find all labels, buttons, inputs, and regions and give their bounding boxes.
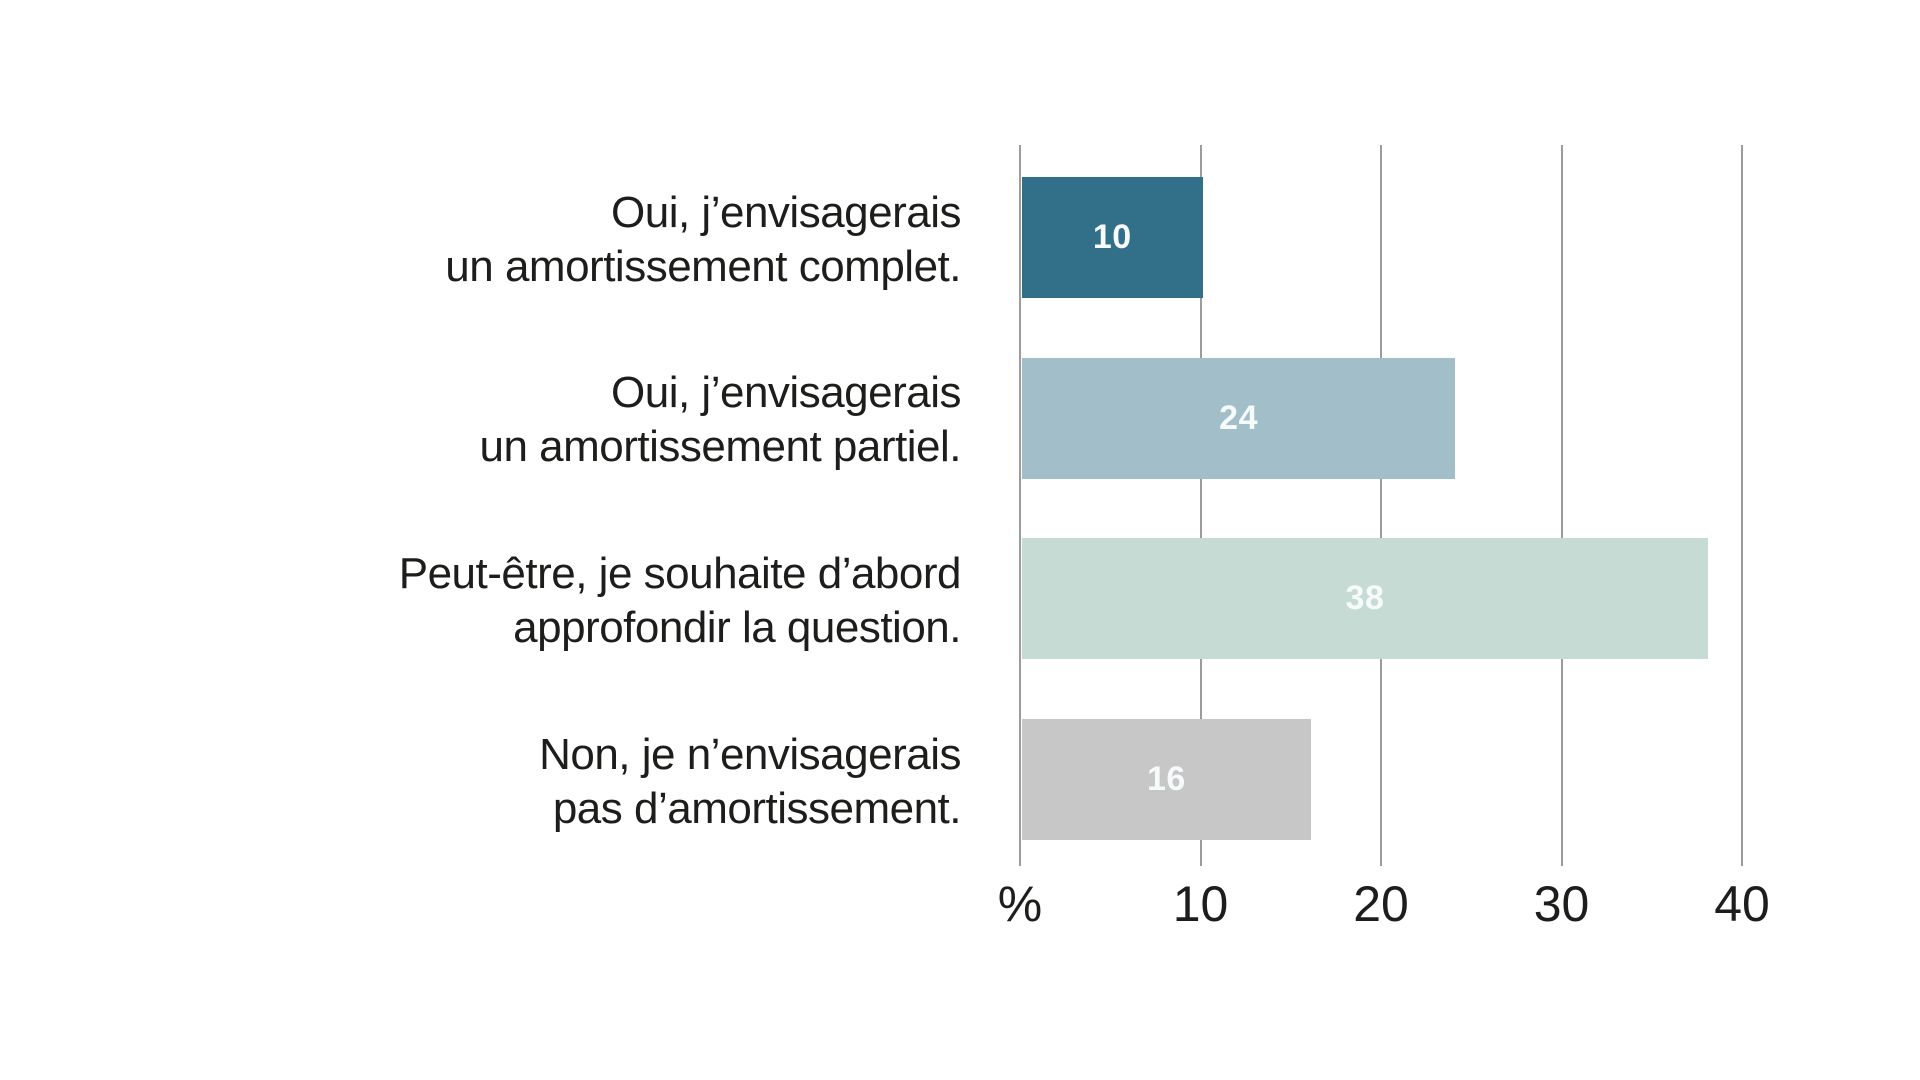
gridline-10 [1199,145,1202,866]
category-label-line: un amortissement complet. [445,241,961,291]
category-label-line: Peut-être, je souhaite d’abord [398,548,962,598]
category-label-line: approfondir la question. [513,602,961,652]
category-label: Oui, j’envisagerais un amortissement comp… [445,179,961,300]
category-label: Oui, j’envisagerais un amortissement part… [480,360,962,481]
bar-16: 16 [1022,719,1311,841]
category-label: Peut-être, je souhaite d’abord approfondi… [398,540,962,661]
category-label-line: Non, je n’envisagerais [539,729,961,779]
bar-value-label: 10 [1092,218,1132,256]
axis-tick-label-20: 20 [1353,876,1409,932]
category-label-line: Oui, j’envisagerais [611,368,962,418]
axis-tick-label-10: 10 [1172,876,1229,932]
bar-24: 24 [1022,357,1456,479]
bar-value-label: 16 [1146,760,1186,799]
category-label: Non, je n’envisagerais pas d’amortissemen… [539,721,961,842]
category-label-line: Oui, j’envisagerais [611,187,962,237]
gridline-30 [1560,145,1563,866]
bar-value-label: 38 [1345,579,1385,618]
gridline-40 [1741,145,1743,866]
bar-38: 38 [1022,538,1708,660]
category-label-line: pas d’amortissement. [552,783,962,833]
axis-tick-label-%: % [997,876,1043,932]
gridline-% [1019,145,1021,866]
axis-tick-label-30: 30 [1533,876,1590,932]
category-label-line: un amortissement partiel. [479,422,962,472]
bar-10: 10 [1022,177,1203,298]
gridline-20 [1380,145,1382,866]
bar-value-label: 24 [1219,398,1258,437]
axis-tick-label-40: 40 [1714,876,1770,932]
